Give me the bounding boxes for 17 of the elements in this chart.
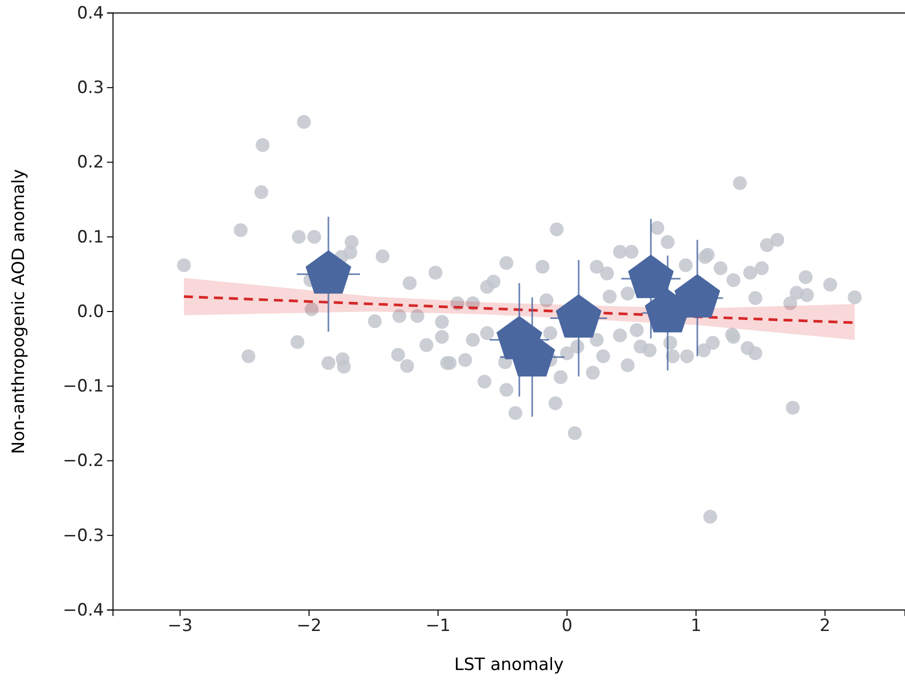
y-tick-label: −0.2 xyxy=(62,451,104,472)
y-tick-label: −0.1 xyxy=(62,376,104,397)
x-tick-label: −2 xyxy=(296,616,322,636)
y-tick-label: 0.0 xyxy=(76,302,104,322)
x-tick-label: 0 xyxy=(562,616,572,636)
y-tick-label: −0.3 xyxy=(62,526,104,546)
y-tick-label: 0.1 xyxy=(76,227,104,248)
y-tick-label: 0.3 xyxy=(76,78,104,98)
x-tick-label: 1 xyxy=(690,616,702,636)
y-tick-label: 0.2 xyxy=(76,152,104,173)
y-tick-label: 0.4 xyxy=(76,3,104,24)
x-tick-label: −3 xyxy=(168,616,193,636)
y-tick-label: −0.4 xyxy=(62,600,104,620)
x-axis-title: LST anomaly xyxy=(454,655,564,675)
x-tick-label: 2 xyxy=(820,616,830,636)
x-tick-label: −1 xyxy=(426,616,451,636)
y-axis-title: Non-anthropogenic AOD anomaly xyxy=(9,169,29,454)
